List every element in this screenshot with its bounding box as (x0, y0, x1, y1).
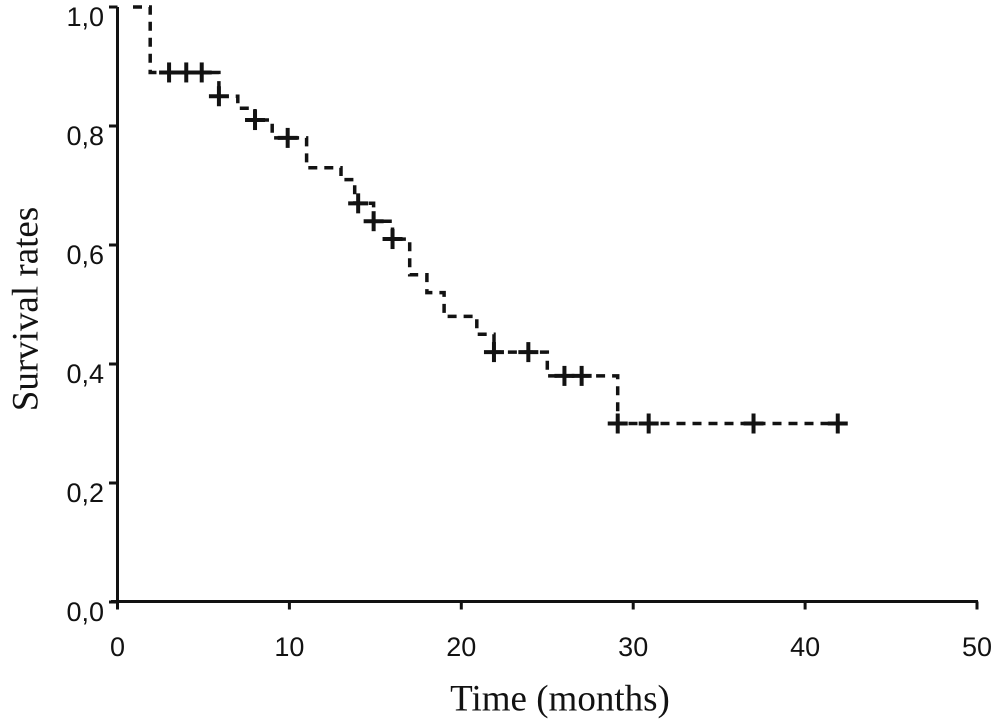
y-tick-label: 0,0 (66, 597, 104, 627)
y-tick-label: 0,6 (66, 240, 104, 270)
y-tick-label: 1,0 (66, 2, 104, 32)
x-axis-title: Time (months) (450, 678, 670, 720)
x-tick-label: 0 (110, 632, 125, 662)
x-tick-label: 40 (790, 632, 820, 662)
x-tick-label: 10 (274, 632, 304, 662)
x-tick-label: 20 (446, 632, 476, 662)
y-tick-label: 0,8 (66, 121, 104, 151)
x-tick-label: 50 (962, 632, 991, 662)
x-tick-label: 30 (618, 632, 648, 662)
y-tick-label: 0,2 (66, 478, 104, 508)
survival-step-curve (133, 5, 845, 426)
y-tick-label: 0,4 (66, 359, 104, 389)
